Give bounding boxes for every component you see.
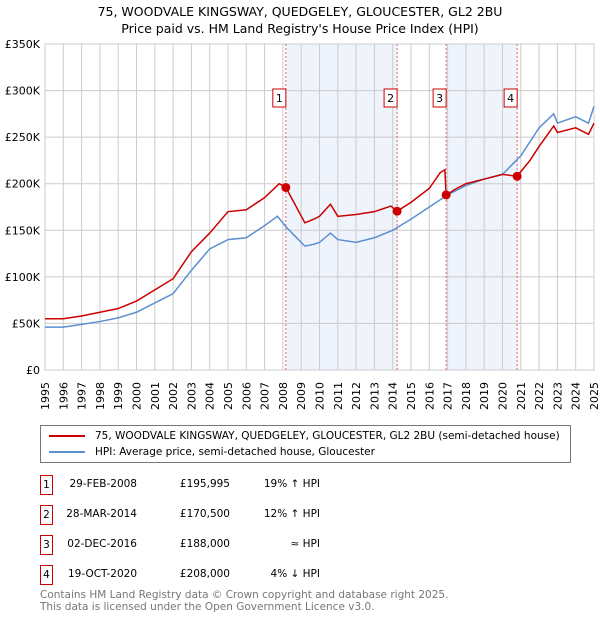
transaction-row: 2 28-MAR-2014 £170,500 12% ↑ HPI xyxy=(0,505,600,525)
transaction-marker: 1 xyxy=(40,475,53,495)
x-tick-label: 2011 xyxy=(332,382,345,410)
x-tick-label: 2000 xyxy=(131,382,144,410)
transaction-hpi-relation: 4% ↓ HPI xyxy=(270,568,320,580)
x-tick-label: 2018 xyxy=(460,382,473,410)
x-tick-label: 2010 xyxy=(314,382,327,410)
transaction-price: £208,000 xyxy=(179,568,230,580)
transaction-row: 4 19-OCT-2020 £208,000 4% ↓ HPI xyxy=(0,565,600,585)
transaction-hpi-relation: 12% ↑ HPI xyxy=(263,508,320,520)
y-tick-label: £50K xyxy=(12,317,41,330)
x-tick-label: 2008 xyxy=(277,382,290,410)
marker-box xyxy=(503,88,518,108)
transaction-marker: 4 xyxy=(40,565,53,585)
x-tick-label: 1998 xyxy=(94,382,107,410)
marker-box xyxy=(272,88,287,108)
x-tick-label: 2001 xyxy=(149,382,162,410)
transaction-hpi-relation: 19% ↑ HPI xyxy=(263,478,320,490)
y-tick-label: £100K xyxy=(5,271,41,284)
x-tick-label: 2015 xyxy=(405,382,418,410)
transaction-marker: 2 xyxy=(40,505,53,525)
x-tick-label: 2020 xyxy=(497,382,510,410)
hpi-line xyxy=(45,106,595,328)
x-tick-label: 2002 xyxy=(167,382,180,410)
y-tick-label: £200K xyxy=(5,178,41,191)
transaction-price: £188,000 xyxy=(179,538,230,550)
x-tick-label: 2007 xyxy=(259,382,272,410)
footer-licence: This data is licensed under the Open Gov… xyxy=(40,601,375,613)
y-tick-label: £150K xyxy=(5,224,41,237)
x-tick-label: 1999 xyxy=(112,382,125,410)
transaction-date: 02-DEC-2016 xyxy=(67,538,137,550)
transaction-price: £195,995 xyxy=(179,478,230,490)
legend-label-hpi: HPI: Average price, semi-detached house,… xyxy=(95,446,375,458)
sale-point xyxy=(512,171,522,181)
legend-swatch-hpi xyxy=(49,451,85,453)
transaction-hpi-relation: ≈ HPI xyxy=(290,538,320,550)
legend: 75, WOODVALE KINGSWAY, QUEDGELEY, GLOUCE… xyxy=(40,425,571,463)
x-tick-label: 2016 xyxy=(423,382,436,410)
y-tick-label: £250K xyxy=(5,131,41,144)
x-tick-label: 2019 xyxy=(478,382,491,410)
x-tick-label: 2022 xyxy=(533,382,546,410)
legend-label-property: 75, WOODVALE KINGSWAY, QUEDGELEY, GLOUCE… xyxy=(95,430,560,442)
x-tick-label: 2003 xyxy=(185,382,198,410)
legend-swatch-property xyxy=(49,435,85,437)
marker-box xyxy=(383,88,398,108)
x-tick-label: 2005 xyxy=(222,382,235,410)
x-tick-label: 2006 xyxy=(240,382,253,410)
transaction-date: 28-MAR-2014 xyxy=(66,508,137,520)
chart-subtitle: Price paid vs. HM Land Registry's House … xyxy=(121,21,479,36)
y-tick-label: £350K xyxy=(5,38,41,51)
marker-label: 2 xyxy=(387,92,394,105)
sale-point xyxy=(441,190,451,200)
marker-label: 3 xyxy=(436,92,443,105)
x-tick-label: 2009 xyxy=(295,382,308,410)
sale-point xyxy=(392,206,402,216)
transaction-row: 1 29-FEB-2008 £195,995 19% ↑ HPI xyxy=(0,475,600,495)
plot-border xyxy=(44,43,595,371)
y-tick-label: £300K xyxy=(5,85,41,98)
chart-title: 75, WOODVALE KINGSWAY, QUEDGELEY, GLOUCE… xyxy=(97,4,503,19)
transaction-date: 29-FEB-2008 xyxy=(69,478,137,490)
x-tick-label: 2017 xyxy=(442,382,455,410)
footer-copyright: Contains HM Land Registry data © Crown c… xyxy=(40,589,449,601)
property-price-line xyxy=(45,122,595,320)
x-tick-label: 1995 xyxy=(39,382,52,410)
shaded-period xyxy=(285,44,398,370)
transaction-row: 3 02-DEC-2016 £188,000 ≈ HPI xyxy=(0,535,600,555)
x-tick-label: 2023 xyxy=(551,382,564,410)
x-tick-label: 2004 xyxy=(204,382,217,410)
transaction-date: 19-OCT-2020 xyxy=(68,568,137,580)
sale-point xyxy=(281,182,291,192)
y-tick-label: £0 xyxy=(26,364,40,377)
marker-box xyxy=(432,88,447,108)
marker-label: 4 xyxy=(507,92,514,105)
x-tick-label: 2013 xyxy=(368,382,381,410)
transaction-marker: 3 xyxy=(40,535,53,555)
x-tick-label: 2024 xyxy=(570,382,583,410)
x-tick-label: 1997 xyxy=(76,382,89,410)
price-chart: 1995 1996 1997 1998 1999 2000 2001 2002 2003 2004… xyxy=(5,38,600,410)
x-tick-label: 2014 xyxy=(387,382,400,410)
x-tick-label: 2012 xyxy=(350,382,363,410)
x-tick-label: 2025 xyxy=(588,382,600,410)
x-tick-label: 1996 xyxy=(57,382,70,410)
marker-label: 1 xyxy=(276,92,283,105)
x-tick-label: 2021 xyxy=(515,382,528,410)
transaction-price: £170,500 xyxy=(179,508,230,520)
